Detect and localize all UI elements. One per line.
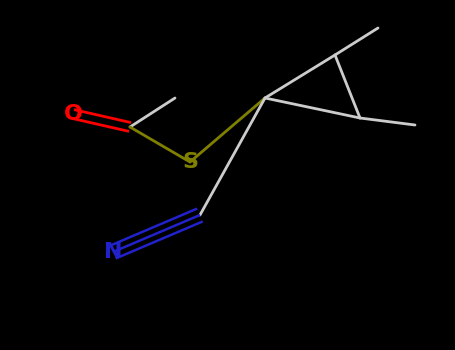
Text: N: N [104,242,122,262]
Text: S: S [182,152,198,172]
Text: O: O [64,104,82,124]
